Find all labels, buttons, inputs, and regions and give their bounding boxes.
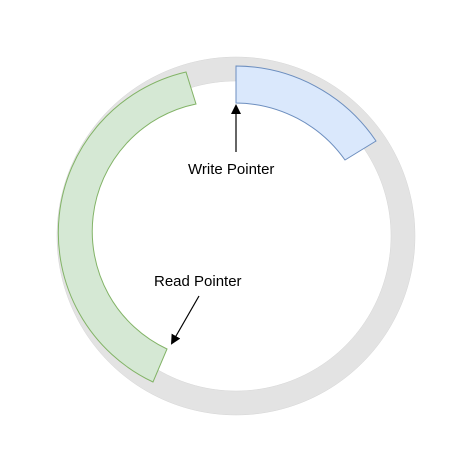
write-pointer-label: Write Pointer — [188, 161, 274, 178]
read-data-segment — [57, 71, 197, 383]
write-free-segment — [235, 65, 377, 161]
read-pointer-label: Read Pointer — [154, 273, 242, 290]
read-pointer-arrow — [171, 295, 200, 345]
